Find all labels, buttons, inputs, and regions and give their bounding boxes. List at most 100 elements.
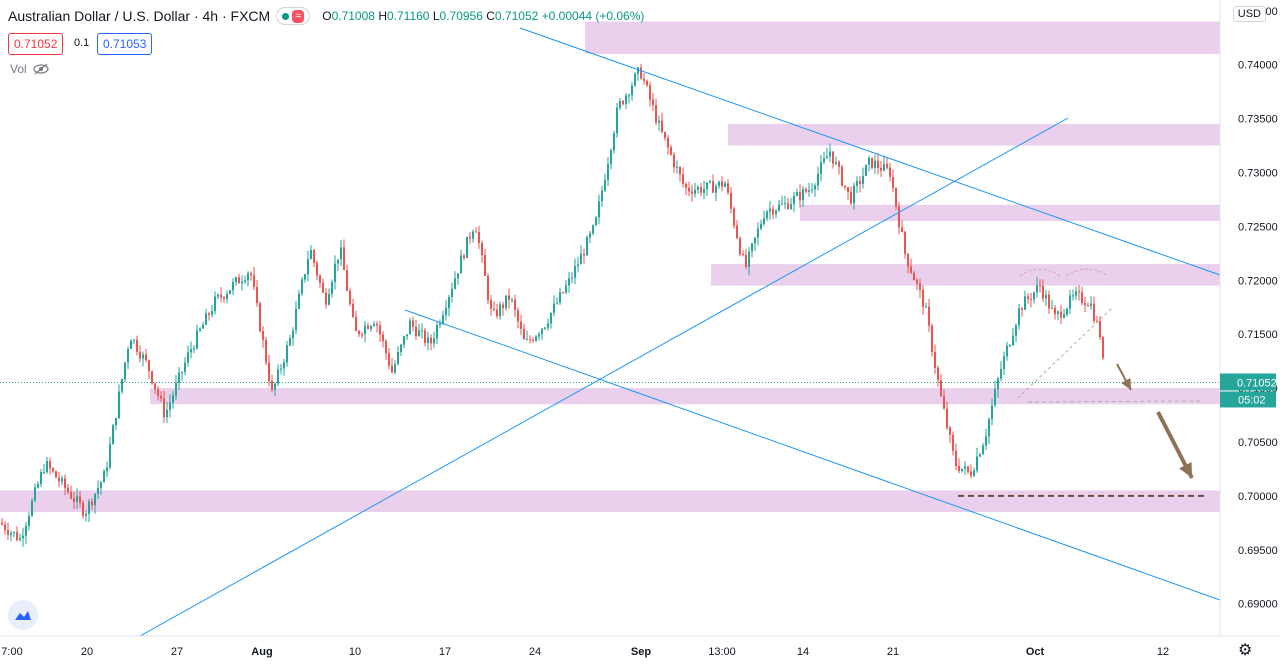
candle-body <box>136 339 138 352</box>
candle-body <box>415 326 417 337</box>
candle-body <box>520 321 522 329</box>
last-price-badge <box>1220 373 1276 391</box>
candle-body <box>835 161 837 164</box>
candle-body <box>568 278 570 286</box>
tradingview-logo-icon[interactable] <box>8 600 38 630</box>
candle-body <box>157 389 159 396</box>
candle-body <box>628 95 630 97</box>
candle-body <box>1066 308 1068 315</box>
candle-body <box>7 530 9 535</box>
candle-body <box>190 349 192 353</box>
candle-body <box>868 157 870 165</box>
candle-body <box>763 218 765 225</box>
candle-body <box>364 325 366 335</box>
price-tick-label: 0.69000 <box>1238 599 1278 611</box>
candle-body <box>778 204 780 211</box>
candle-body <box>580 253 582 265</box>
sell-price-button[interactable]: 0.71052 <box>8 33 64 55</box>
candle-body <box>937 367 939 381</box>
candle-body <box>760 224 762 229</box>
price-zone <box>711 264 1220 286</box>
candle-body <box>955 450 957 466</box>
candle-body <box>592 225 594 234</box>
candle-body <box>976 456 978 471</box>
candle-body <box>1072 295 1074 297</box>
candle-body <box>997 378 999 390</box>
neckline-line[interactable] <box>1027 400 1201 403</box>
candle-body <box>847 187 849 193</box>
market-status-pill[interactable]: ≈ <box>276 7 311 25</box>
arrow-head <box>1121 378 1131 390</box>
candle-body <box>274 383 276 390</box>
candle-body <box>46 460 48 472</box>
wedge-line[interactable] <box>1017 307 1113 399</box>
candle-body <box>463 255 465 259</box>
candle-body <box>133 339 135 341</box>
volume-indicator[interactable]: Vol <box>10 62 49 76</box>
chart-header: Australian Dollar / U.S. Dollar · 4h · F… <box>8 7 644 25</box>
candle-body <box>100 482 102 489</box>
candle-body <box>325 292 327 305</box>
candle-body <box>259 303 261 332</box>
trend-lines <box>139 27 1221 637</box>
candle-body <box>418 330 420 337</box>
candle-body <box>673 154 675 168</box>
eye-hidden-icon[interactable] <box>33 63 49 75</box>
time-tick-label: 24 <box>529 646 541 658</box>
buy-price-button[interactable]: 0.71053 <box>97 33 153 55</box>
currency-button[interactable]: USD <box>1232 6 1266 22</box>
candle-body <box>808 190 810 192</box>
candle-body <box>430 337 432 344</box>
candle-body <box>1069 295 1071 309</box>
candle-body <box>358 331 360 335</box>
candle-body <box>712 181 714 193</box>
candle-body <box>340 247 342 260</box>
candle-body <box>619 100 621 108</box>
candle-body <box>214 296 216 312</box>
candle-body <box>679 166 681 175</box>
time-tick-label: Sep <box>631 646 651 658</box>
candle-body <box>169 402 171 410</box>
candle-body <box>526 339 528 341</box>
price-axis[interactable]: 0.745000.740000.735000.730000.725000.720… <box>1219 0 1278 636</box>
candle-body <box>604 180 606 191</box>
candle-body <box>307 259 309 275</box>
candle-body <box>694 189 696 194</box>
candle-body <box>208 313 210 315</box>
candle-body <box>601 190 603 202</box>
candle-body <box>121 379 123 392</box>
candle-body <box>292 330 294 339</box>
candle-body <box>598 201 600 218</box>
price-zone <box>150 388 1220 405</box>
candle-body <box>1 522 3 525</box>
candle-body <box>865 164 867 176</box>
candle-body <box>1081 292 1083 303</box>
price-zone <box>0 490 1220 513</box>
high-value: 0.71160 <box>386 9 430 23</box>
candle-body <box>838 161 840 167</box>
trend-line[interactable] <box>404 309 1221 601</box>
candle-body <box>253 275 255 288</box>
candle-body <box>757 228 759 238</box>
candle-body <box>424 330 426 344</box>
candle-body <box>1093 303 1095 321</box>
candle-body <box>343 247 345 271</box>
trend-line[interactable] <box>139 117 1069 637</box>
gear-icon[interactable]: ⚙ <box>1238 642 1253 659</box>
candle-body <box>667 137 669 148</box>
candle-body <box>919 283 921 290</box>
candle-body <box>904 231 906 254</box>
candle-body <box>67 487 69 493</box>
candle-body <box>310 250 312 260</box>
candle-body <box>394 363 396 373</box>
candle-body <box>832 151 834 164</box>
trend-line[interactable] <box>519 27 1221 276</box>
candle-body <box>1042 285 1044 299</box>
time-axis[interactable]: 7:00 20 27 Aug 10 17 24 Sep 13:00 14 21 Oct 12 <box>0 635 1280 658</box>
candle-body <box>13 532 15 534</box>
candle-body <box>883 163 885 171</box>
candle-body <box>907 253 909 267</box>
candle-body <box>388 353 390 366</box>
symbol-title[interactable]: Australian Dollar / U.S. Dollar · 4h · F… <box>8 8 271 24</box>
